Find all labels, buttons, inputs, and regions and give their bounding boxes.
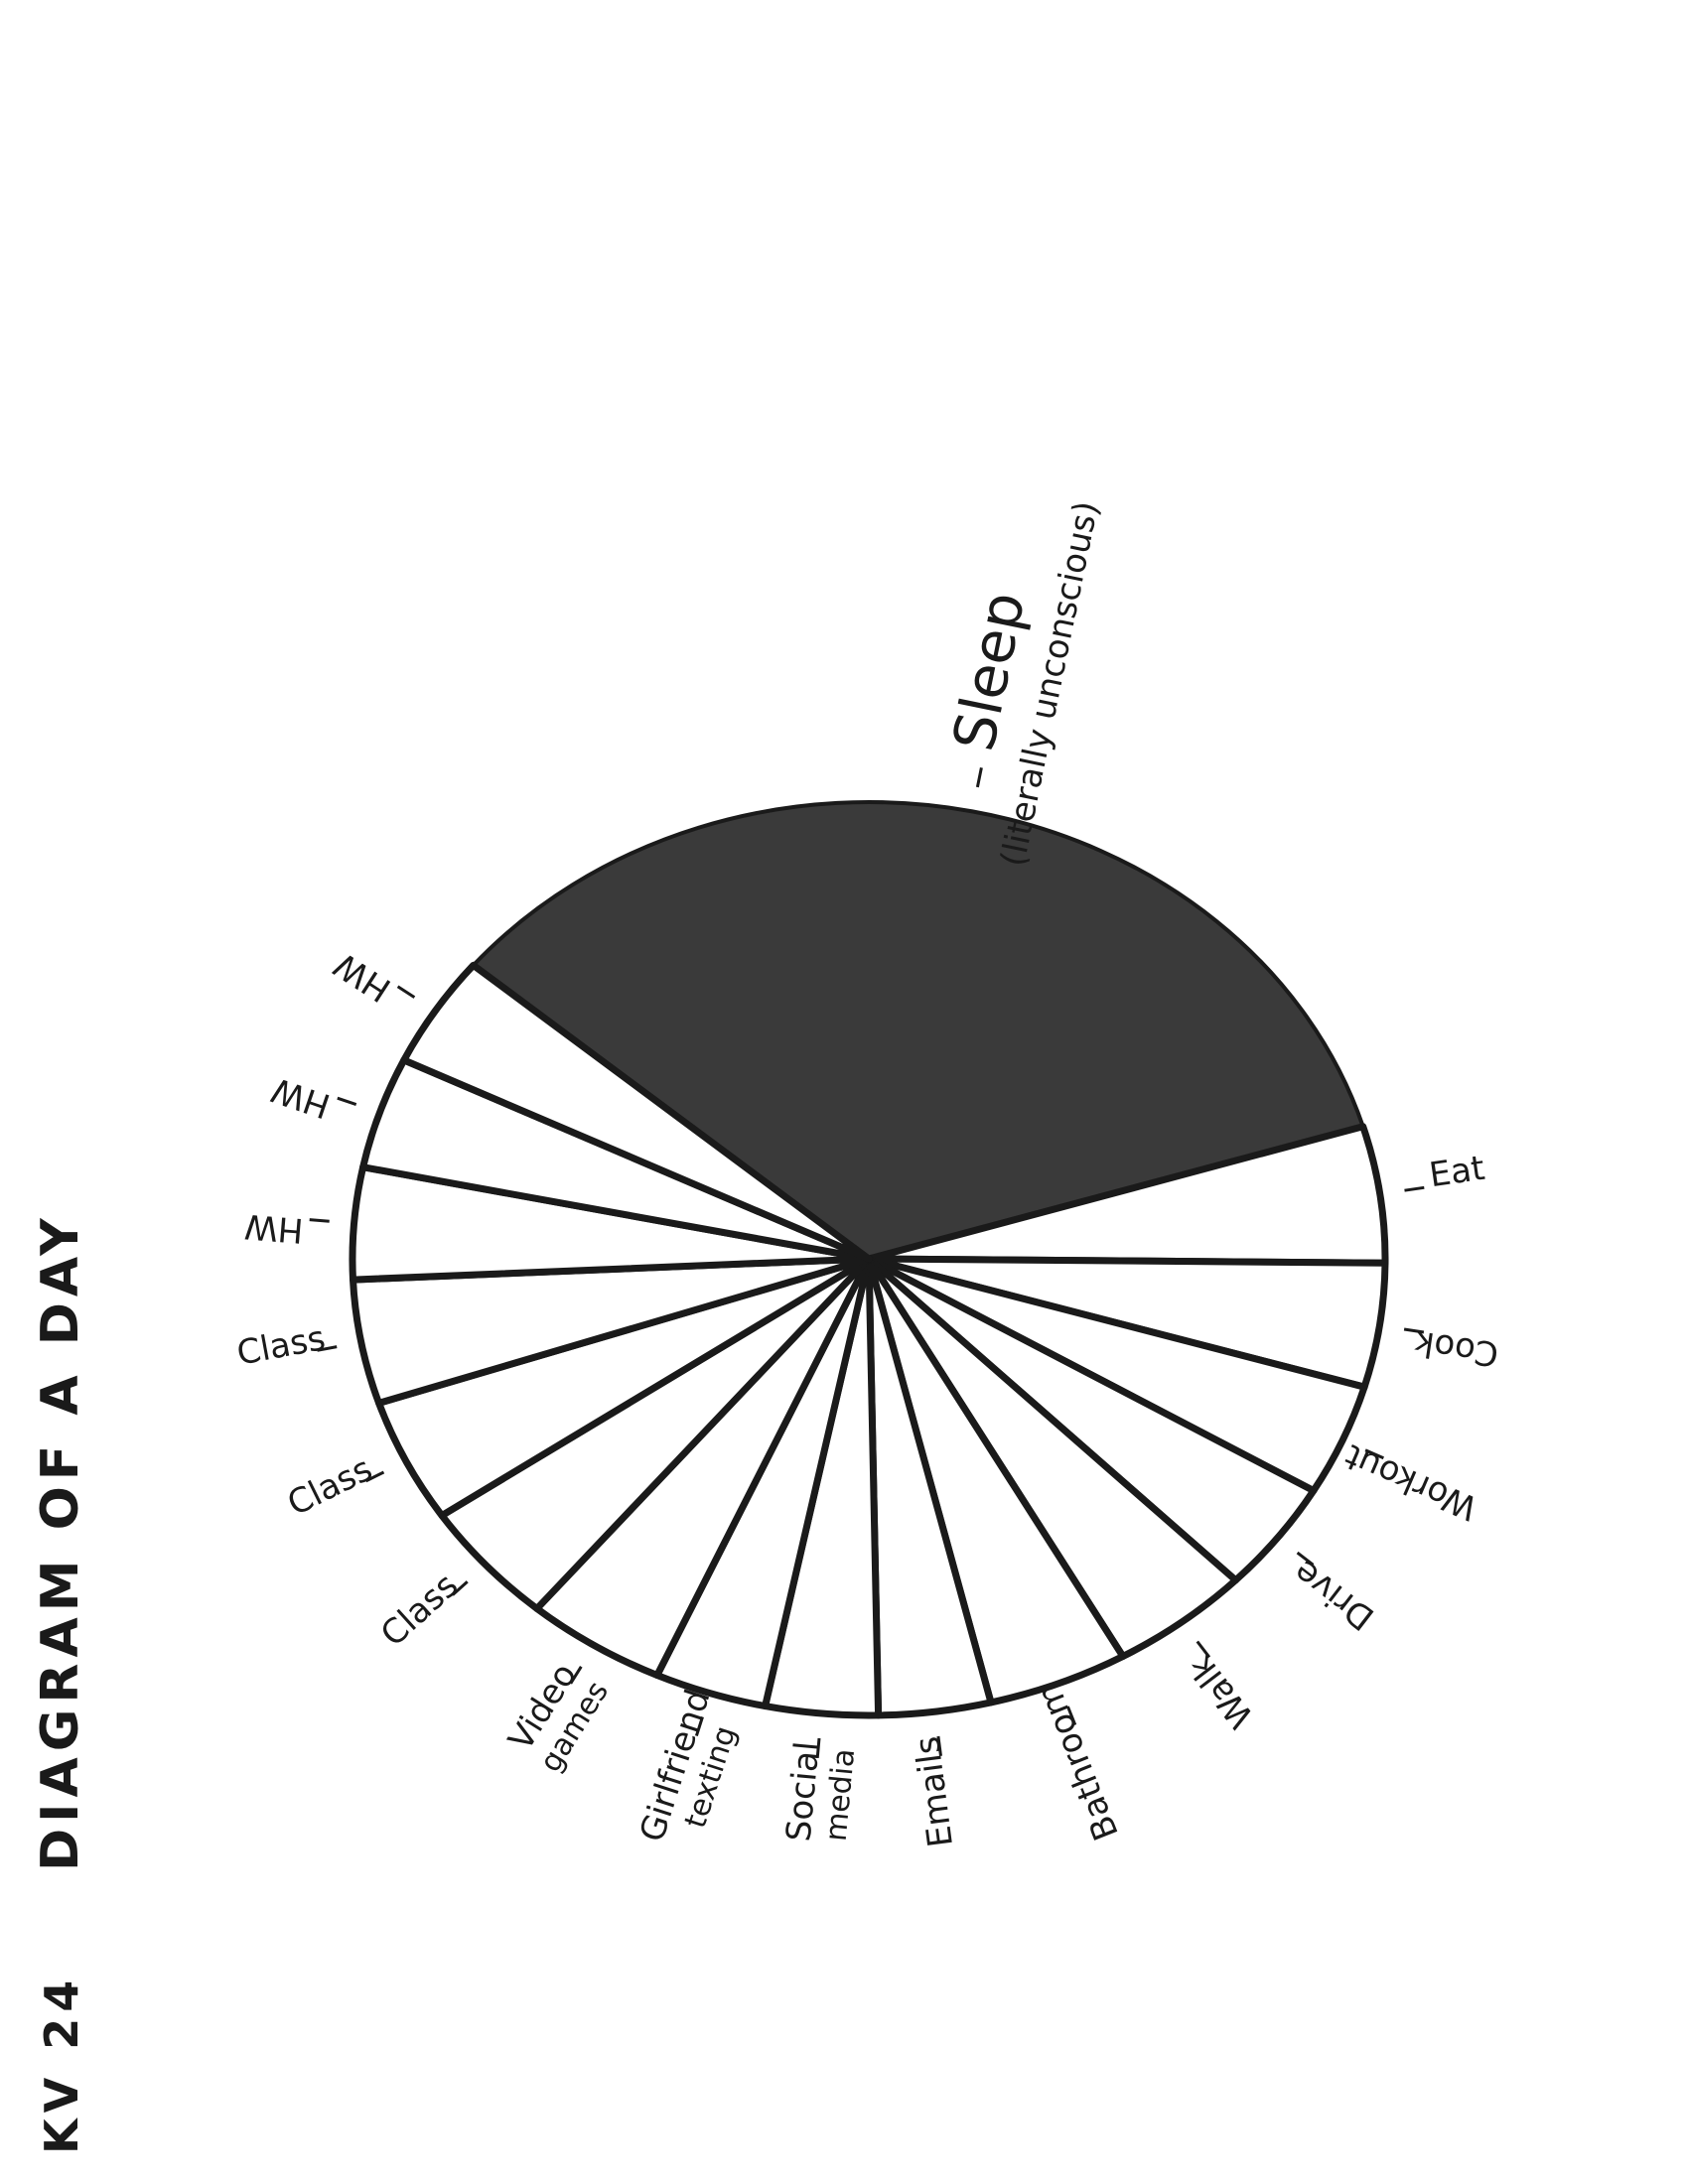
header: KV 24 DIAGRAM OF A DAY — [31, 1212, 90, 2154]
label-tick — [1364, 1448, 1384, 1460]
label-tick — [975, 767, 983, 788]
slice-label: Emails — [908, 1734, 961, 1849]
slice-label-text: Social — [778, 1740, 827, 1843]
label-tick — [309, 1218, 330, 1223]
slice-label: HW — [243, 1206, 305, 1251]
slice-label-text: Workout — [1339, 1435, 1483, 1528]
page-title: DIAGRAM OF A DAY — [31, 1212, 90, 1871]
slice-label-text: Bathroom — [1029, 1677, 1127, 1845]
label-tick — [317, 1345, 338, 1352]
label-tick — [815, 1737, 821, 1759]
day-pie-chart — [349, 800, 1389, 1719]
label-tick — [396, 985, 416, 999]
slice-label: Workout — [1339, 1435, 1483, 1528]
label-tick — [364, 1470, 385, 1483]
slice-label-text: HW — [328, 944, 398, 1010]
slice-label-text: Eat — [1427, 1149, 1487, 1196]
slice-label: Eat — [1427, 1149, 1487, 1196]
slice-label-subtext: media — [819, 1747, 862, 1843]
slice-label: Class — [233, 1318, 328, 1374]
slice-label-text: Class — [281, 1449, 378, 1524]
label-tick — [1404, 1185, 1425, 1192]
slice-label: HW — [328, 944, 398, 1010]
label-tick — [1066, 1706, 1077, 1726]
slice-label-text: HW — [243, 1206, 305, 1251]
slice-label-text: Emails — [908, 1734, 961, 1849]
label-tick — [569, 1666, 583, 1685]
slice-label-text: Walk — [1182, 1647, 1262, 1735]
label-tick — [1296, 1551, 1315, 1567]
pie-slice — [471, 800, 1365, 1261]
label-tick — [1403, 1327, 1425, 1334]
pie-labels: Sleep(literally unconscious)EatCookWorko… — [233, 497, 1501, 1849]
label-tick — [694, 1716, 704, 1737]
slice-label: Drive — [1286, 1552, 1381, 1638]
label-tick — [451, 1580, 469, 1596]
slice-label: Bathroom — [1029, 1677, 1127, 1845]
slice-label-text: Class — [233, 1318, 328, 1374]
slice-label: Class — [281, 1449, 378, 1524]
slice-label-text: Cook — [1412, 1322, 1501, 1374]
page-code: KV 24 — [35, 1975, 88, 2154]
slice-label-text: HW — [267, 1069, 336, 1126]
slice-label: HW — [267, 1069, 336, 1126]
slice-label: Walk — [1182, 1647, 1262, 1735]
label-tick — [1196, 1640, 1211, 1659]
slice-label: Class — [373, 1566, 466, 1655]
slice-label: Cook — [1412, 1322, 1501, 1374]
pie-slice — [400, 961, 873, 1263]
label-tick — [936, 1735, 942, 1756]
slice-label-text: Drive — [1286, 1552, 1381, 1638]
label-tick — [337, 1096, 357, 1107]
slice-label-text: Class — [373, 1566, 466, 1655]
